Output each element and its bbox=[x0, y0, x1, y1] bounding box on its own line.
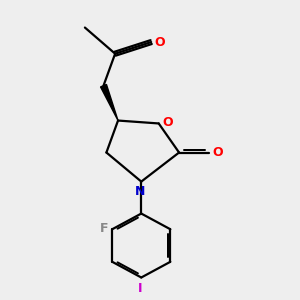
Text: N: N bbox=[135, 185, 145, 198]
Text: F: F bbox=[100, 222, 109, 235]
Polygon shape bbox=[100, 84, 118, 121]
Text: O: O bbox=[155, 36, 165, 49]
Text: O: O bbox=[213, 146, 224, 159]
Text: I: I bbox=[138, 282, 142, 295]
Text: O: O bbox=[162, 116, 173, 129]
